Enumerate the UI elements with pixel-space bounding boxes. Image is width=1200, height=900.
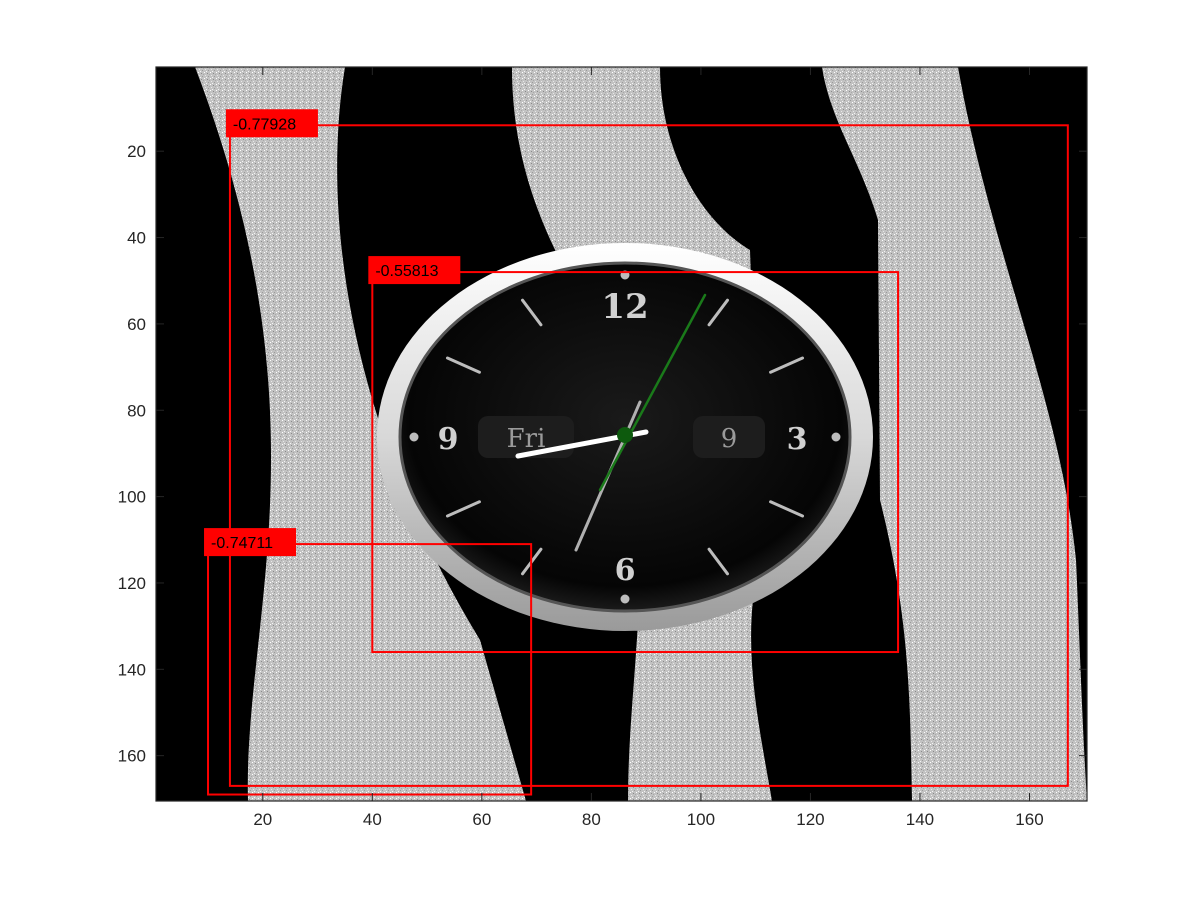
x-tick-label: 20 bbox=[253, 810, 272, 829]
y-tick-label: 160 bbox=[118, 747, 146, 766]
clock: 12 3 6 9 Fri 9 bbox=[377, 243, 873, 631]
x-tick-label: 140 bbox=[906, 810, 934, 829]
clock-number-9: 9 bbox=[438, 422, 459, 457]
clock-number-3: 3 bbox=[787, 422, 808, 457]
detections-layer: -0.77928 -0.55813 -0.74711 bbox=[204, 109, 1069, 796]
date-window bbox=[693, 416, 765, 458]
hand-pivot bbox=[617, 427, 633, 443]
detection-label-bg bbox=[225, 109, 318, 138]
clock-tick bbox=[521, 298, 543, 327]
zebra-stripe bbox=[195, 67, 526, 801]
clock-dot bbox=[409, 432, 419, 442]
clock-tick bbox=[769, 500, 805, 518]
detection-score-label: -0.77928 bbox=[233, 116, 296, 133]
y-tick-label: 20 bbox=[127, 142, 146, 161]
x-axis: 20 40 60 80 100 120 140 160 bbox=[253, 67, 1044, 829]
detection-box bbox=[228, 124, 1069, 787]
clock-number-6: 6 bbox=[615, 553, 636, 588]
detection-score-label: -0.55813 bbox=[375, 263, 438, 280]
x-tick-label: 100 bbox=[687, 810, 715, 829]
clock-tick bbox=[445, 356, 481, 374]
detection-label-bg bbox=[368, 256, 461, 285]
y-tick-label: 60 bbox=[127, 315, 146, 334]
x-tick-label: 160 bbox=[1015, 810, 1043, 829]
x-tick-label: 60 bbox=[472, 810, 491, 829]
clock-dot bbox=[831, 432, 841, 442]
y-tick-label: 80 bbox=[127, 401, 146, 420]
x-tick-label: 120 bbox=[796, 810, 824, 829]
detection-score-label: -0.74711 bbox=[211, 535, 273, 552]
clock-tick bbox=[445, 500, 481, 518]
x-tick-label: 40 bbox=[363, 810, 382, 829]
day-text: Fri bbox=[507, 424, 546, 454]
y-axis: 20 40 60 80 100 120 140 160 bbox=[118, 142, 1087, 766]
clock-tick bbox=[707, 547, 729, 576]
zebra-stripe bbox=[822, 67, 1087, 801]
clock-dot bbox=[620, 594, 630, 604]
axes-frame bbox=[155, 66, 1088, 802]
x-tick-label: 80 bbox=[582, 810, 601, 829]
clock-tick bbox=[707, 298, 729, 327]
detection-box bbox=[371, 271, 900, 654]
y-tick-label: 40 bbox=[127, 229, 146, 248]
clock-tick bbox=[769, 356, 805, 374]
clock-number-12: 12 bbox=[601, 287, 648, 327]
y-tick-label: 100 bbox=[118, 488, 146, 507]
clock-ticks bbox=[409, 270, 841, 604]
y-tick-label: 140 bbox=[118, 660, 146, 679]
image-content: 12 3 6 9 Fri 9 -0.77928 -0.55813 -0.74711 bbox=[156, 67, 1087, 801]
detection-box bbox=[207, 543, 533, 796]
date-text: 9 bbox=[721, 424, 738, 454]
detection-label-bg bbox=[204, 528, 297, 557]
y-tick-label: 120 bbox=[118, 574, 146, 593]
second-hand bbox=[598, 293, 707, 492]
